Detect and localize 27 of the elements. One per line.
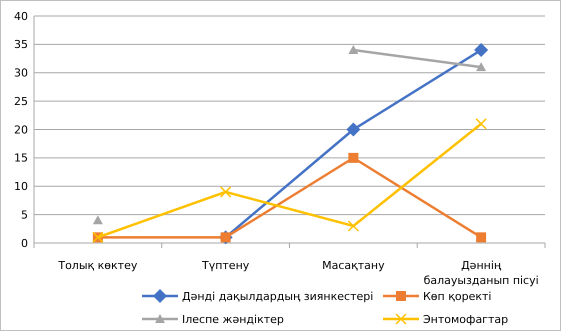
point	[346, 122, 360, 136]
y-tick-label: 20	[14, 123, 28, 136]
y-tick-label: 30	[14, 66, 28, 80]
y-tick-label: 35	[14, 38, 28, 52]
x-tick-label: Толық көктеу	[57, 259, 138, 272]
x-tick-label: Масақтану	[322, 259, 386, 272]
legend-label: Көп қоректі	[423, 290, 492, 303]
point	[220, 186, 232, 198]
point	[92, 215, 103, 224]
x-tick-label: Дәннің балауызданып пісуі	[424, 259, 539, 287]
point	[348, 152, 358, 163]
y-tick-label: 15	[14, 152, 28, 165]
legend-label: Энтомофагтар	[423, 312, 508, 326]
y-tick-label: 10	[14, 180, 28, 194]
legend-label: Дәнді дақылдардың зиянкестері	[182, 290, 374, 303]
point	[476, 62, 486, 72]
x-tick-label: Түптену	[200, 259, 250, 272]
y-tick-label: 25	[14, 94, 28, 108]
point	[476, 232, 486, 242]
point	[348, 45, 358, 54]
point	[348, 220, 360, 232]
point	[475, 118, 487, 130]
legend-label: Ілеспе жәндіктер	[182, 312, 284, 326]
point	[474, 43, 488, 58]
y-tick-label: 40	[14, 10, 28, 23]
y-tick-label: 5	[21, 208, 28, 222]
y-tick-label: 0	[21, 236, 28, 250]
